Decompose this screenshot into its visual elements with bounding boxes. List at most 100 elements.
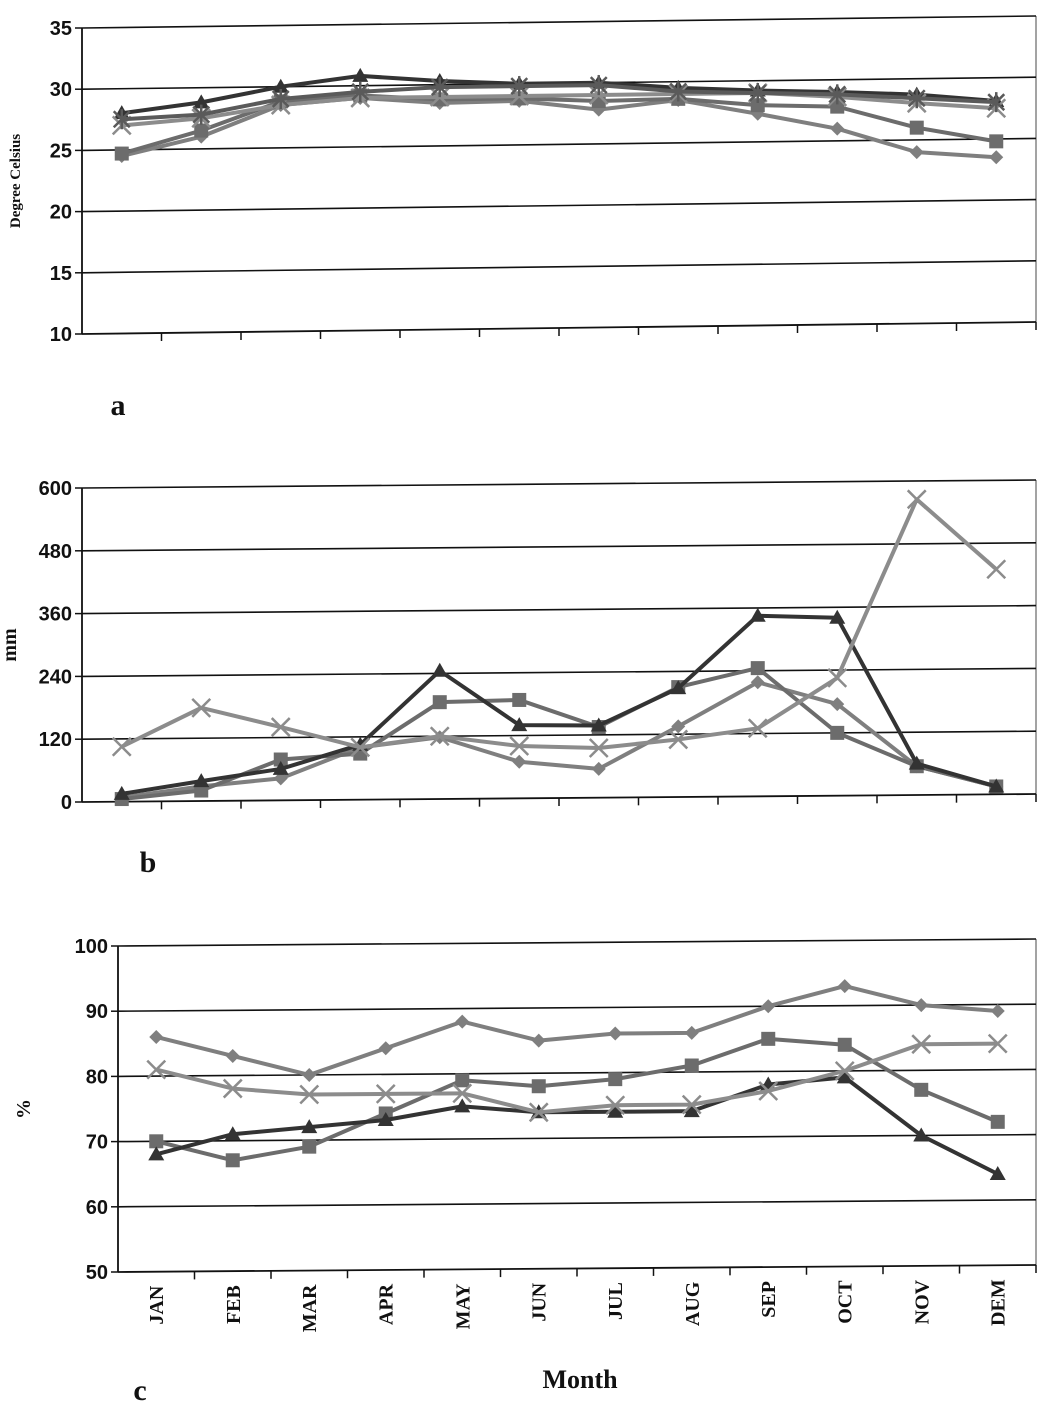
data-point-star	[828, 84, 847, 105]
y-tick-label: 10	[50, 324, 72, 346]
data-point-diamond	[684, 1025, 699, 1040]
series-line-x	[120, 497, 998, 750]
data-point-square	[531, 1079, 546, 1094]
y-axis-title: %	[13, 1099, 35, 1119]
month-label-jun: JUN	[529, 1282, 551, 1321]
gridline	[81, 604, 1037, 615]
data-point-triangle	[511, 717, 528, 732]
data-point-square	[990, 1114, 1005, 1129]
data-point-diamond	[837, 979, 852, 994]
data-point-diamond	[761, 999, 776, 1014]
series-line-diamond	[155, 984, 998, 1077]
data-point-triangle	[301, 1119, 318, 1134]
y-tick-label: 360	[39, 604, 72, 626]
y-tick-label: 80	[86, 1066, 108, 1088]
series-line-triangle	[121, 73, 997, 116]
data-point-diamond	[989, 150, 1004, 165]
panel-label-c: c	[133, 1374, 146, 1405]
data-point-square	[989, 134, 1004, 149]
series-diamond	[114, 90, 1004, 165]
data-point-x	[375, 1084, 396, 1104]
data-point-triangle	[377, 1111, 394, 1126]
series-triangle	[113, 607, 1005, 800]
data-point-x	[350, 737, 371, 758]
series-line-square	[121, 666, 997, 802]
chart-panel-c: 50 60 70 80 90 100 JAN FEB MAR APR MAY JUN JUL AUG SEP…	[13, 936, 1037, 1405]
data-point-triangle	[590, 717, 607, 732]
data-point-square	[302, 1139, 317, 1154]
x-axis-title: Month	[542, 1365, 618, 1394]
y-tick-label: 600	[39, 478, 72, 500]
series-x	[146, 1033, 1008, 1123]
data-point-x	[111, 736, 132, 757]
data-point-diamond	[302, 1067, 317, 1082]
data-point-diamond	[378, 1041, 393, 1056]
data-point-square	[830, 99, 845, 114]
data-point-diamond	[512, 754, 527, 769]
gridline	[81, 479, 1037, 489]
y-tick-label: 0	[61, 792, 72, 814]
month-label-jan: JAN	[146, 1285, 168, 1324]
data-point-star	[430, 77, 449, 98]
data-point-triangle	[454, 1098, 471, 1113]
y-tick-label: 60	[86, 1197, 108, 1219]
y-tick-label: 50	[86, 1262, 108, 1284]
data-point-x	[222, 1078, 243, 1099]
gridline	[81, 667, 1037, 678]
data-point-triangle	[431, 662, 448, 677]
data-point-square	[837, 1037, 852, 1052]
data-point-x	[299, 1084, 320, 1105]
data-point-square	[114, 146, 129, 161]
data-point-triangle	[749, 607, 766, 622]
data-point-square	[194, 123, 209, 138]
data-point-square	[761, 1031, 776, 1046]
data-point-x	[986, 559, 1007, 580]
chart-panel-a: 10 15 20 25 30 35 Degree Celsius a	[8, 15, 1037, 422]
data-point-triangle	[913, 1127, 930, 1142]
y-tick-label: 120	[39, 729, 72, 751]
data-point-triangle	[352, 67, 369, 82]
data-point-star	[510, 76, 529, 97]
y-tick-label: 15	[50, 263, 72, 285]
series-line-triangle	[121, 613, 997, 796]
y-axis-title: mm	[0, 628, 21, 662]
data-point-diamond	[990, 1004, 1005, 1019]
data-point-triangle	[148, 1146, 165, 1161]
y-tick-label: 90	[86, 1001, 108, 1023]
data-point-triangle	[193, 773, 210, 788]
data-point-x	[146, 1059, 167, 1080]
data-point-x	[668, 729, 689, 750]
data-point-x	[681, 1094, 702, 1115]
series-diamond	[114, 675, 1004, 805]
data-point-diamond	[671, 719, 686, 734]
data-point-x	[528, 1102, 549, 1123]
data-point-x	[605, 1095, 626, 1116]
gridline	[81, 730, 1037, 740]
data-point-star	[748, 82, 767, 103]
data-point-diamond	[830, 121, 845, 136]
data-point-x	[452, 1083, 473, 1104]
gridline	[81, 542, 1037, 552]
gridline	[117, 1133, 1037, 1143]
panel-label-b: b	[140, 846, 157, 879]
data-point-square	[273, 752, 288, 767]
data-point-triangle	[113, 785, 130, 800]
data-point-square	[149, 1134, 164, 1149]
data-point-x	[429, 726, 450, 747]
data-point-diamond	[830, 697, 845, 712]
data-point-square	[225, 1153, 240, 1168]
series-line-diamond	[121, 680, 997, 800]
data-point-triangle	[988, 778, 1005, 793]
data-point-x	[747, 718, 768, 739]
data-point-star	[192, 104, 211, 125]
data-point-triangle	[908, 755, 925, 770]
data-point-triangle	[683, 1103, 700, 1118]
y-tick-label: 35	[50, 18, 72, 40]
series-x	[111, 489, 1007, 758]
data-point-square	[750, 98, 765, 113]
y-tick-label: 30	[50, 79, 72, 101]
data-point-diamond	[149, 1029, 164, 1044]
gridline	[81, 15, 1037, 29]
gridline	[117, 1068, 1037, 1078]
y-tick-label: 240	[39, 666, 72, 688]
